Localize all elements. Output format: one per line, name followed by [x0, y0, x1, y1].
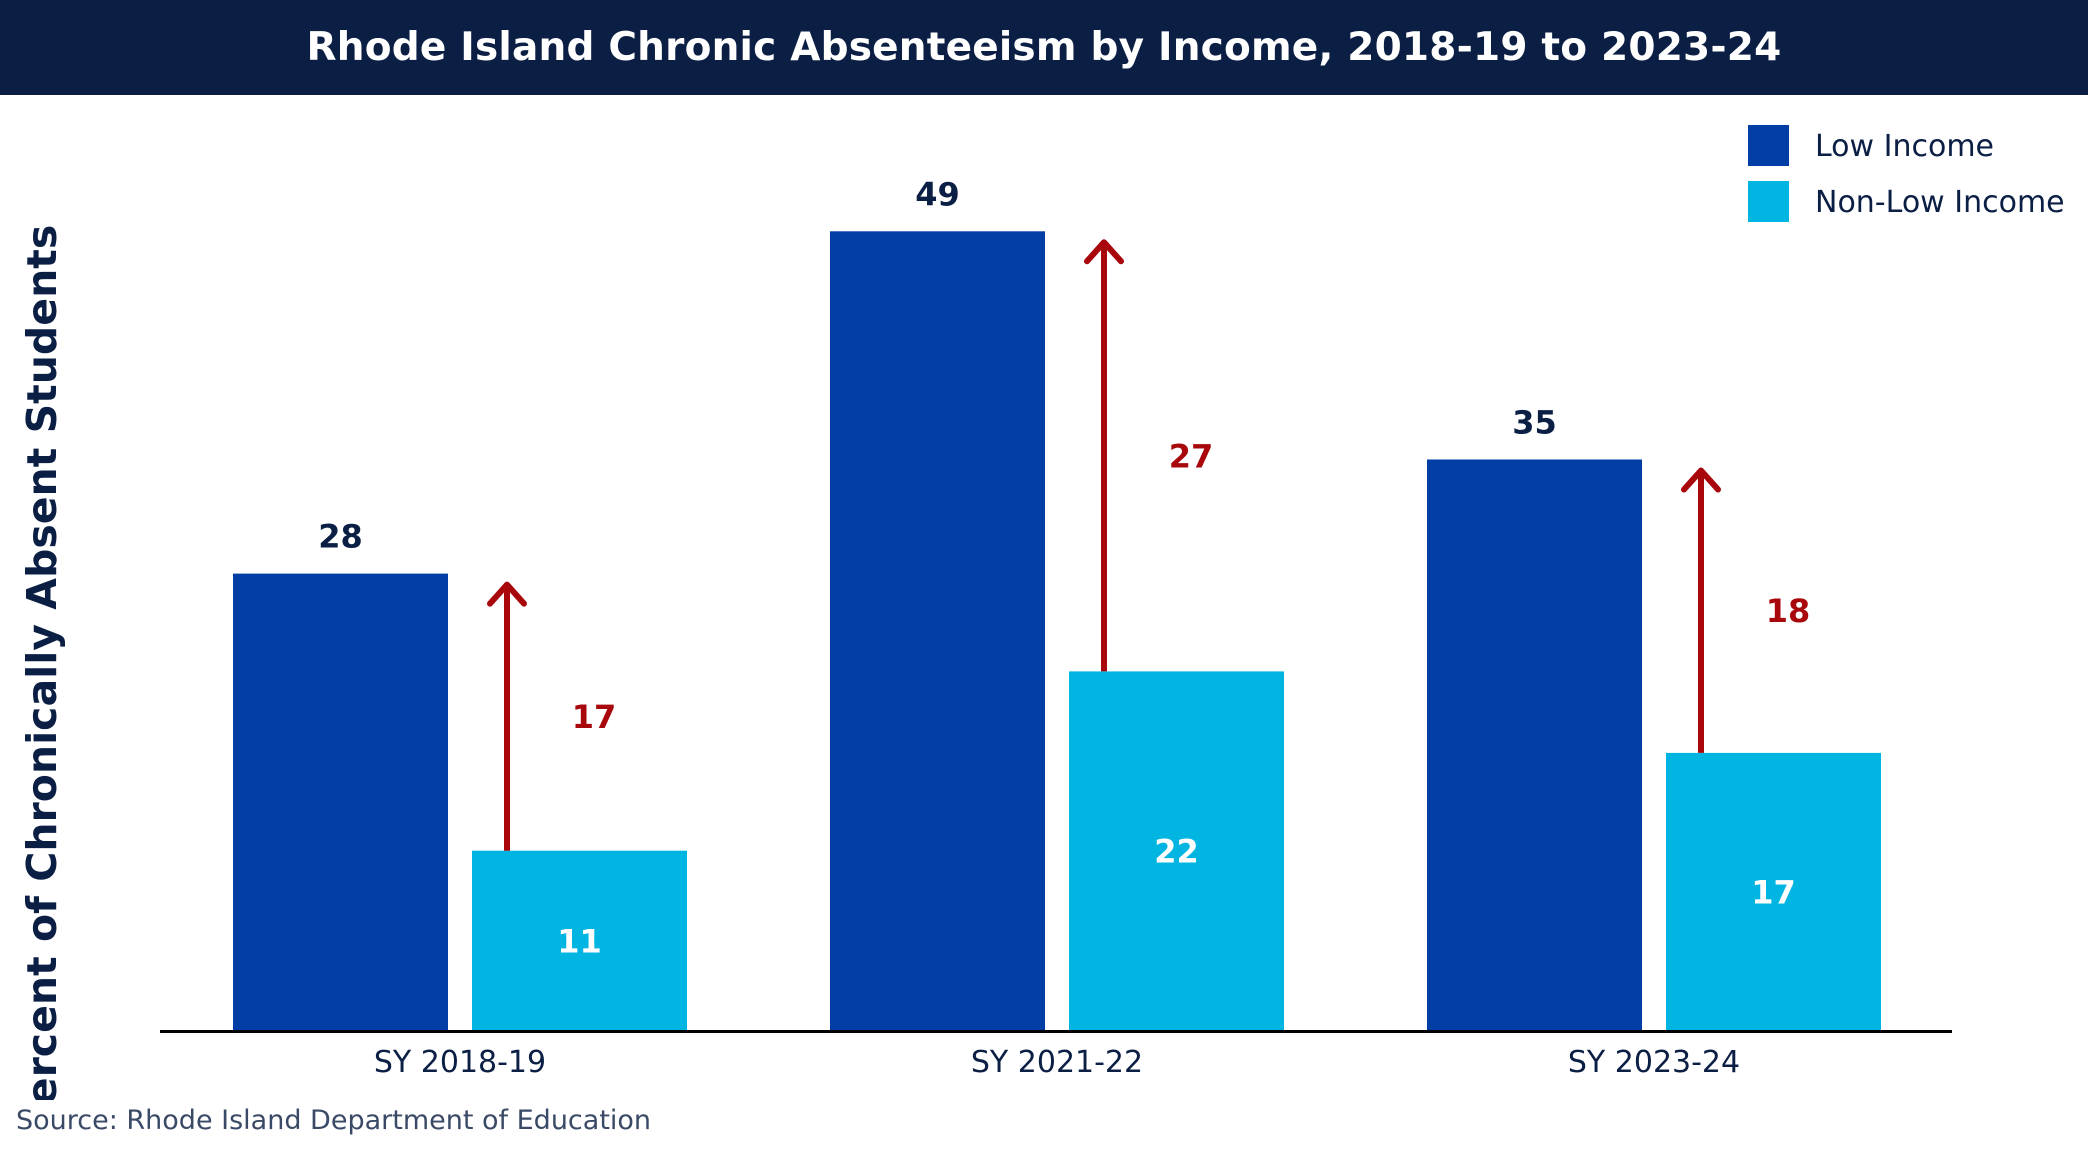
- legend-label: Low Income: [1815, 129, 1994, 164]
- gap-arrow-head: [487, 581, 527, 607]
- x-tick-label: SY 2021-22: [971, 1045, 1143, 1080]
- chart-area: Percent of Chronically Absent Students 28…: [18, 125, 2065, 1100]
- source-note: Source: Rhode Island Department of Educa…: [16, 1105, 652, 1136]
- value-label-low-income: 35: [1512, 404, 1557, 442]
- bar-non-low-income: [472, 850, 687, 1030]
- bar-low-income: [830, 231, 1045, 1031]
- value-label-low-income: 49: [915, 175, 960, 213]
- legend-swatch: [1748, 181, 1789, 222]
- value-label-low-income: 28: [318, 518, 363, 556]
- bar-low-income: [1427, 459, 1642, 1030]
- value-label-non-low-income: 17: [1751, 873, 1796, 911]
- x-tick-label: SY 2018-19: [374, 1045, 546, 1080]
- gap-value-label: 17: [572, 698, 617, 736]
- value-label-non-low-income: 22: [1154, 833, 1199, 871]
- bar-non-low-income: [1666, 752, 1881, 1030]
- gap-arrow-head: [1084, 239, 1124, 265]
- value-label-non-low-income: 11: [557, 922, 602, 960]
- gap-arrow-head: [1681, 467, 1721, 493]
- x-tick-label: SY 2023-24: [1568, 1045, 1740, 1080]
- legend-swatch: [1748, 125, 1789, 166]
- bar-non-low-income: [1069, 671, 1284, 1030]
- gap-value-label: 27: [1169, 437, 1214, 475]
- y-axis-label: Percent of Chronically Absent Students: [18, 225, 66, 1100]
- legend-label: Non-Low Income: [1815, 185, 2065, 220]
- chart-title: Rhode Island Chronic Absenteeism by Inco…: [306, 25, 1782, 70]
- gap-value-label: 18: [1766, 592, 1811, 630]
- title-bar: Rhode Island Chronic Absenteeism by Inco…: [0, 0, 2088, 95]
- bar-low-income: [233, 573, 448, 1030]
